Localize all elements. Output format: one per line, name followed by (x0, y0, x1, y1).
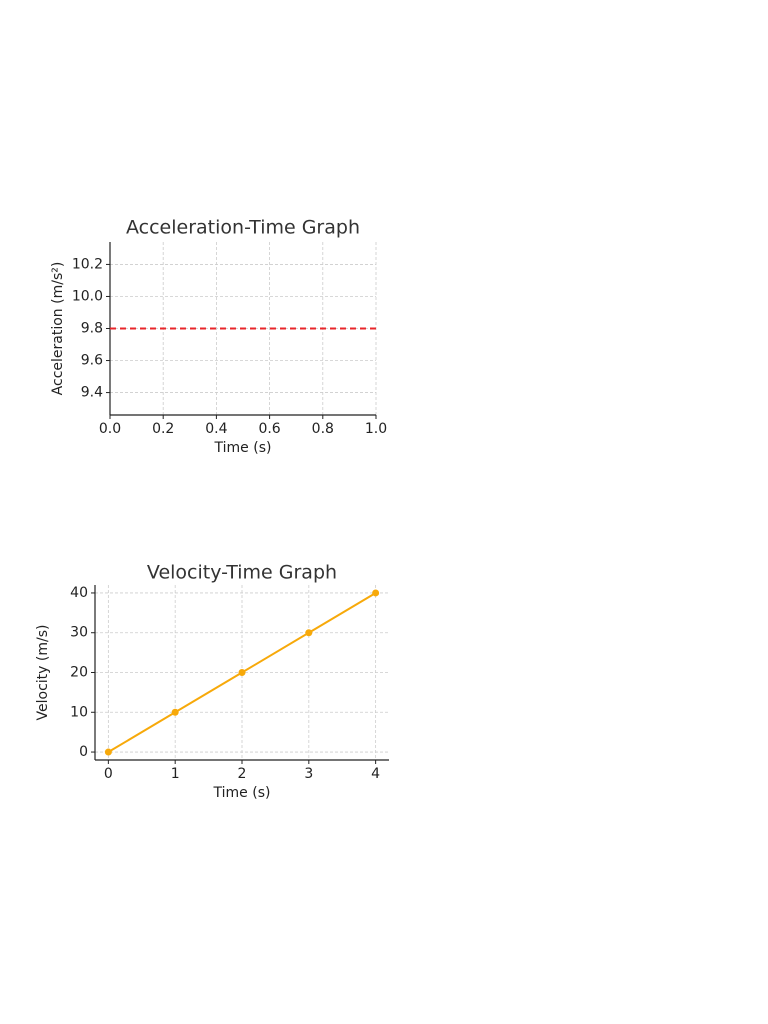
chart-title: Acceleration-Time Graph (126, 217, 360, 239)
x-tick-label: 0.2 (152, 421, 174, 437)
y-tick-label: 10.2 (72, 256, 103, 272)
data-point (171, 708, 179, 716)
y-tick-label: 20 (70, 665, 88, 681)
y-axis-label: Velocity (m/s) (35, 625, 51, 721)
data-point (372, 589, 380, 597)
x-tick-label: 0.6 (258, 421, 280, 437)
y-tick-label: 10 (70, 704, 88, 720)
x-tick-label: 0.4 (205, 421, 227, 437)
y-tick-label: 30 (70, 625, 88, 641)
y-tick-label: 9.4 (81, 385, 103, 401)
x-tick-label: 1.0 (365, 421, 387, 437)
y-tick-label: 0 (79, 744, 88, 760)
y-tick-label: 10.0 (72, 288, 103, 304)
x-tick-label: 4 (371, 766, 380, 782)
x-tick-label: 2 (238, 766, 247, 782)
x-axis-label: Time (s) (213, 785, 271, 801)
y-tick-label: 9.8 (81, 321, 103, 337)
x-axis-label: Time (s) (214, 440, 272, 456)
x-tick-label: 0.8 (312, 421, 334, 437)
data-point (104, 748, 112, 756)
y-tick-label: 40 (70, 585, 88, 601)
x-tick-label: 0 (104, 766, 113, 782)
x-tick-label: 1 (171, 766, 180, 782)
x-tick-label: 0.0 (99, 421, 121, 437)
y-tick-label: 9.6 (81, 353, 103, 369)
data-point (305, 629, 313, 637)
x-tick-label: 3 (304, 766, 313, 782)
y-axis-label: Acceleration (m/s²) (50, 262, 66, 396)
data-point (238, 669, 246, 676)
chart-title: Velocity-Time Graph (147, 562, 337, 584)
